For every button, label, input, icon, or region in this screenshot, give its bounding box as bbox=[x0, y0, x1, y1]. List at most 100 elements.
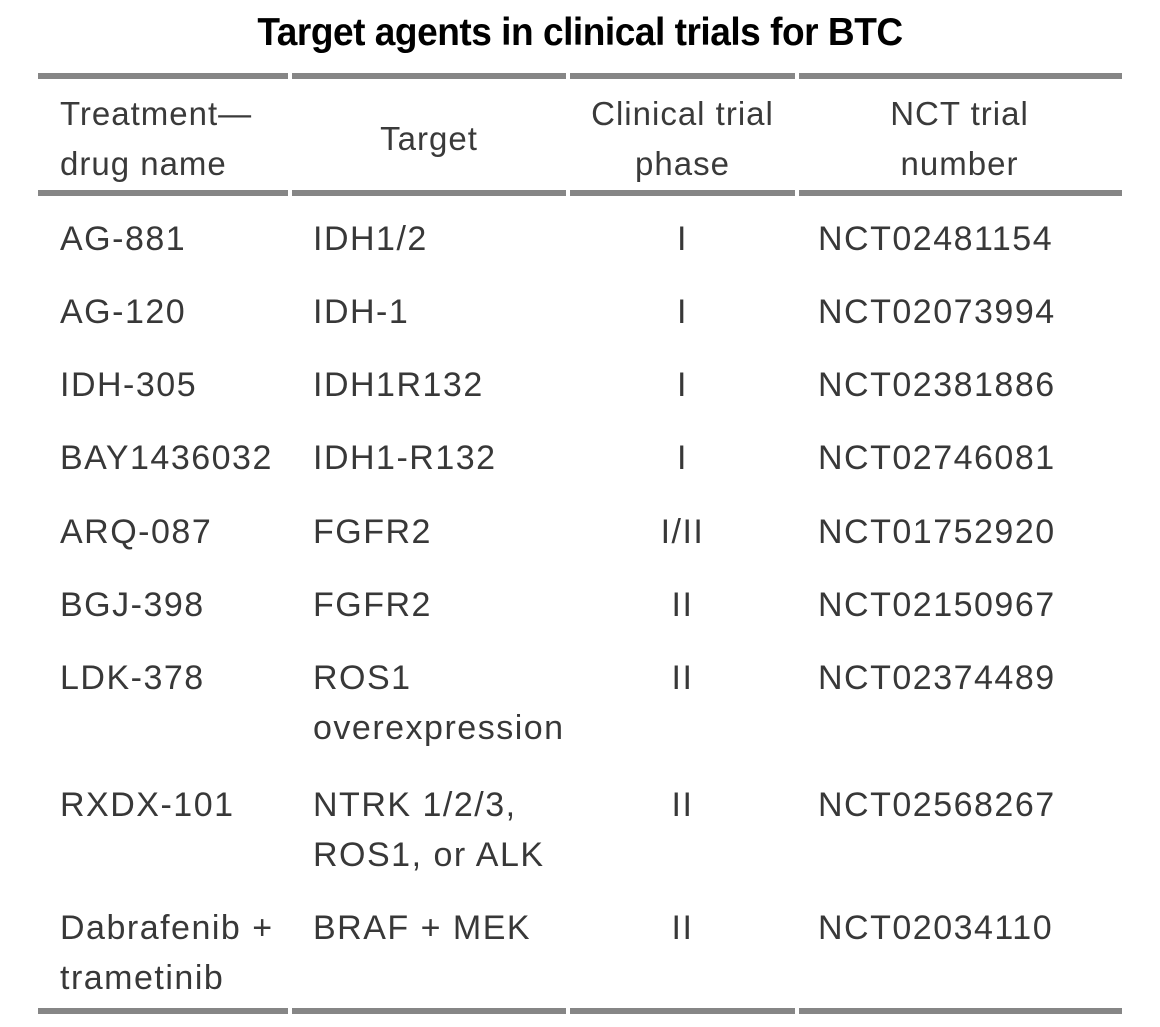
table-bottom-rule bbox=[38, 1008, 1122, 1014]
phase-text: I bbox=[677, 366, 688, 404]
rule-segment bbox=[799, 73, 1122, 79]
figure-title: Target agents in clinical trials for BTC bbox=[257, 11, 903, 54]
cell-nct: NCT01752920 bbox=[797, 507, 1122, 557]
cell-nct: NCT02034110 bbox=[797, 903, 1122, 1003]
cell-nct: NCT02374489 bbox=[797, 653, 1122, 753]
cell-nct: NCT02568267 bbox=[797, 780, 1122, 880]
cell-drug-name: RXDX-101 bbox=[38, 780, 290, 880]
phase-text: II bbox=[671, 786, 694, 824]
phase-text: II bbox=[671, 909, 694, 947]
cell-target: IDH-1 bbox=[290, 287, 568, 337]
cell-drug-name: ARQ-087 bbox=[38, 507, 290, 557]
target-text: IDH1/2 bbox=[313, 220, 428, 258]
cell-target: IDH1/2 bbox=[290, 214, 568, 264]
rule-segment bbox=[292, 190, 566, 196]
cell-phase: I bbox=[568, 214, 797, 264]
cell-target: IDH1-R132 bbox=[290, 433, 568, 483]
nct-text: NCT02374489 bbox=[818, 659, 1056, 697]
cell-phase: II bbox=[568, 780, 797, 880]
cell-nct: NCT02381886 bbox=[797, 360, 1122, 410]
target-text: IDH1-R132 bbox=[313, 439, 497, 477]
cell-phase: I bbox=[568, 360, 797, 410]
cell-phase: II bbox=[568, 903, 797, 1003]
table-row: AG-120 IDH-1 I NCT02073994 bbox=[38, 287, 1122, 337]
cell-nct: NCT02150967 bbox=[797, 580, 1122, 630]
drug-name-text: IDH-305 bbox=[60, 366, 198, 404]
table-row: BAY1436032 IDH1-R132 I NCT02746081 bbox=[38, 433, 1122, 483]
nct-text: NCT02034110 bbox=[818, 909, 1054, 947]
rule-segment bbox=[799, 1008, 1122, 1014]
target-text: IDH1R132 bbox=[313, 366, 484, 404]
rule-segment bbox=[570, 1008, 795, 1014]
target-text: ROS1, or ALK bbox=[313, 836, 545, 874]
cell-drug-name: AG-120 bbox=[38, 287, 290, 337]
rule-segment bbox=[292, 73, 566, 79]
nct-text: NCT02746081 bbox=[818, 439, 1056, 477]
table-header-rule bbox=[38, 190, 1122, 196]
cell-target: FGFR2 bbox=[290, 507, 568, 557]
target-text: BRAF + MEK bbox=[313, 909, 532, 947]
rule-segment bbox=[799, 190, 1122, 196]
cell-drug-name: BAY1436032 bbox=[38, 433, 290, 483]
drug-name-text: AG-120 bbox=[60, 293, 187, 331]
drug-name-text: AG-881 bbox=[60, 220, 187, 258]
cell-target: BRAF + MEK bbox=[290, 903, 568, 1003]
target-text: NTRK 1/2/3, bbox=[313, 786, 517, 824]
cell-drug-name: IDH-305 bbox=[38, 360, 290, 410]
column-header-target: Target bbox=[290, 89, 568, 189]
cell-phase: II bbox=[568, 580, 797, 630]
cell-target: FGFR2 bbox=[290, 580, 568, 630]
rule-segment bbox=[38, 190, 288, 196]
column-header-nct: NCT trial number bbox=[797, 89, 1122, 189]
cell-target: ROS1 overexpression bbox=[290, 653, 568, 753]
target-text: overexpression bbox=[313, 709, 565, 747]
nct-text: NCT02481154 bbox=[818, 220, 1054, 258]
rule-segment bbox=[570, 73, 795, 79]
cell-phase: I bbox=[568, 287, 797, 337]
table-row: IDH-305 IDH1R132 I NCT02381886 bbox=[38, 360, 1122, 410]
nct-text: NCT01752920 bbox=[818, 513, 1056, 551]
cell-phase: I bbox=[568, 433, 797, 483]
rule-segment bbox=[38, 1008, 288, 1014]
cell-phase: I/II bbox=[568, 507, 797, 557]
table-row: ARQ-087 FGFR2 I/II NCT01752920 bbox=[38, 507, 1122, 557]
phase-text: I bbox=[677, 293, 688, 331]
nct-text: NCT02073994 bbox=[818, 293, 1056, 331]
cell-phase: II bbox=[568, 653, 797, 753]
rule-segment bbox=[292, 1008, 566, 1014]
column-header-text: number bbox=[900, 145, 1019, 182]
target-text: FGFR2 bbox=[313, 586, 432, 624]
target-text: ROS1 bbox=[313, 659, 412, 697]
nct-text: NCT02150967 bbox=[818, 586, 1056, 624]
phase-text: I/II bbox=[660, 513, 705, 551]
nct-text: NCT02568267 bbox=[818, 786, 1056, 824]
table-row: BGJ-398 FGFR2 II NCT02150967 bbox=[38, 580, 1122, 630]
rule-segment bbox=[38, 73, 288, 79]
drug-name-text: BGJ-398 bbox=[60, 586, 205, 624]
column-header-text: phase bbox=[635, 145, 730, 182]
column-header-phase: Clinical trial phase bbox=[568, 89, 797, 189]
table-row: LDK-378 ROS1 overexpression II NCT023744… bbox=[38, 653, 1122, 753]
cell-target: NTRK 1/2/3, ROS1, or ALK bbox=[290, 780, 568, 880]
drug-name-text: RXDX-101 bbox=[60, 786, 235, 824]
column-header-text: Treatment— bbox=[60, 95, 253, 132]
cell-nct: NCT02746081 bbox=[797, 433, 1122, 483]
cell-drug-name: BGJ-398 bbox=[38, 580, 290, 630]
drug-name-text: Dabrafenib + bbox=[60, 909, 274, 947]
table-row: AG-881 IDH1/2 I NCT02481154 bbox=[38, 214, 1122, 264]
table-row: RXDX-101 NTRK 1/2/3, ROS1, or ALK II NCT… bbox=[38, 780, 1122, 880]
column-header-text: drug name bbox=[60, 145, 227, 182]
cell-drug-name: Dabrafenib + trametinib bbox=[38, 903, 290, 1003]
rule-segment bbox=[570, 190, 795, 196]
column-header-text: Clinical trial bbox=[591, 95, 774, 132]
column-header-text: Target bbox=[380, 120, 478, 157]
target-text: IDH-1 bbox=[313, 293, 410, 331]
column-header-treatment: Treatment— drug name bbox=[38, 89, 290, 189]
target-text: FGFR2 bbox=[313, 513, 432, 551]
drug-name-text: LDK-378 bbox=[60, 659, 205, 697]
drug-name-text: ARQ-087 bbox=[60, 513, 213, 551]
phase-text: I bbox=[677, 220, 688, 258]
table-header-row: Treatment— drug name Target Clinical tri… bbox=[38, 89, 1122, 189]
drug-name-text: trametinib bbox=[60, 959, 225, 997]
cell-nct: NCT02481154 bbox=[797, 214, 1122, 264]
